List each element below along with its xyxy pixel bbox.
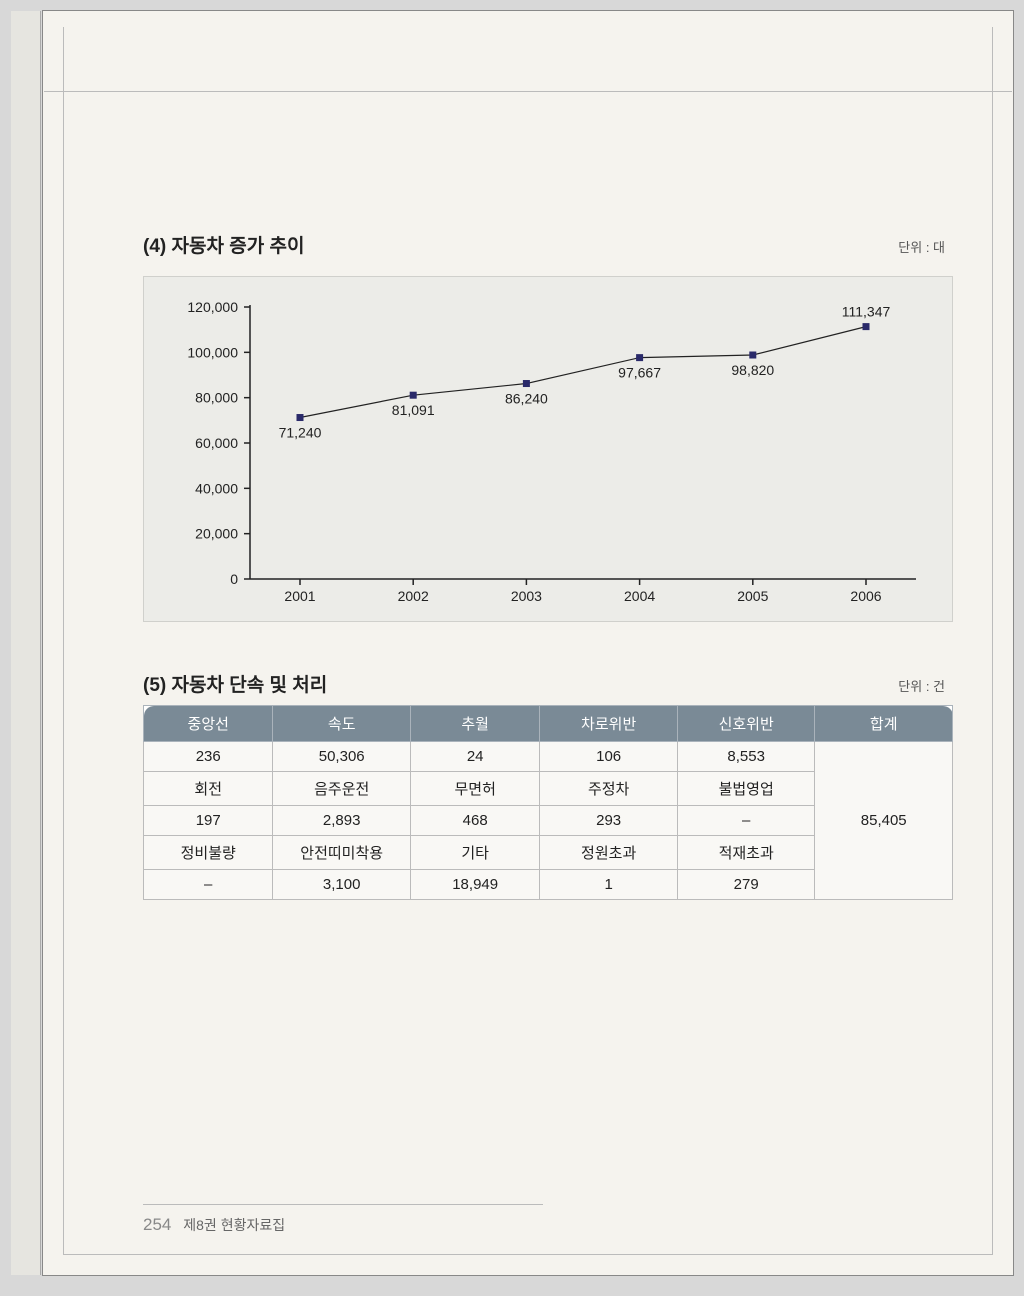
table-head: 중앙선속도추월차로위반신호위반합계 — [144, 706, 953, 742]
page-footer: 254 제8권 현황자료집 — [143, 1204, 543, 1235]
svg-text:120,000: 120,000 — [187, 299, 238, 315]
book-spine — [11, 11, 41, 1275]
chart-plot: 0 20,000 40,000 60,000 80,000 100,000 120,000 2… — [187, 299, 916, 604]
table-title: (5) 자동차 단속 및 처리 — [143, 670, 327, 697]
table-header-cell: 합계 — [815, 706, 953, 742]
svg-text:111,347: 111,347 — [842, 304, 891, 320]
table-cell: 안전띠미착용 — [273, 836, 411, 870]
page-number: 254 — [143, 1215, 171, 1234]
table-header-cell: 차로위반 — [540, 706, 678, 742]
table-header-row: 중앙선속도추월차로위반신호위반합계 — [144, 706, 953, 742]
svg-text:40,000: 40,000 — [195, 480, 238, 496]
svg-text:80,000: 80,000 — [195, 390, 238, 406]
table-cell: 2,893 — [273, 806, 411, 836]
svg-text:97,667: 97,667 — [618, 365, 661, 381]
table-cell: 236 — [144, 742, 273, 772]
table-header-cell: 속도 — [273, 706, 411, 742]
svg-text:98,820: 98,820 — [731, 362, 774, 378]
table-cell: 106 — [540, 742, 678, 772]
chart-title-row: (4) 자동차 증가 추이 단위 : 대 — [143, 231, 953, 258]
table-cell: 468 — [410, 806, 539, 836]
table-cell: 정비불량 — [144, 836, 273, 870]
svg-text:60,000: 60,000 — [195, 435, 238, 451]
table-cell: 기타 — [410, 836, 539, 870]
table-cell: – — [144, 870, 273, 900]
svg-text:2001: 2001 — [284, 588, 315, 604]
table-cell: 적재초과 — [677, 836, 815, 870]
svg-text:20,000: 20,000 — [195, 526, 238, 542]
table-cell: – — [677, 806, 815, 836]
chart-unit-label: 단위 : 대 — [898, 237, 953, 256]
table-cell: 50,306 — [273, 742, 411, 772]
svg-text:0: 0 — [230, 571, 238, 587]
svg-text:86,240: 86,240 — [505, 391, 548, 407]
table-cell: 음주운전 — [273, 772, 411, 806]
table-cell: 18,949 — [410, 870, 539, 900]
content-area: (4) 자동차 증가 추이 단위 : 대 0 20,000 40,000 60,000… — [43, 11, 1013, 900]
svg-text:71,240: 71,240 — [279, 425, 322, 441]
svg-text:100,000: 100,000 — [187, 344, 238, 360]
table-header-cell: 추월 — [410, 706, 539, 742]
table-cell: 1 — [540, 870, 678, 900]
table-body: 23650,306241068,55385,405회전음주운전무면허주정차불법영… — [144, 742, 953, 900]
table-title-row: (5) 자동차 단속 및 처리 단위 : 건 — [143, 670, 953, 697]
table-total-cell: 85,405 — [815, 742, 953, 900]
svg-text:81,091: 81,091 — [392, 402, 435, 418]
table-row: 23650,306241068,55385,405 — [144, 742, 953, 772]
table-cell: 197 — [144, 806, 273, 836]
chart-container: 0 20,000 40,000 60,000 80,000 100,000 120,000 2… — [143, 276, 953, 622]
table-header-cell: 중앙선 — [144, 706, 273, 742]
table-cell: 293 — [540, 806, 678, 836]
table-unit-label: 단위 : 건 — [898, 676, 953, 695]
book-title: 제8권 현황자료집 — [183, 1217, 285, 1233]
table-cell: 무면허 — [410, 772, 539, 806]
svg-text:2002: 2002 — [398, 588, 429, 604]
table-cell: 정원초과 — [540, 836, 678, 870]
table-cell: 주정차 — [540, 772, 678, 806]
data-table: 중앙선속도추월차로위반신호위반합계 23650,306241068,55385,… — [143, 705, 953, 900]
svg-text:2003: 2003 — [511, 588, 542, 604]
table-cell: 279 — [677, 870, 815, 900]
table-cell: 회전 — [144, 772, 273, 806]
svg-text:2004: 2004 — [624, 588, 655, 604]
svg-text:2006: 2006 — [850, 588, 881, 604]
table-cell: 8,553 — [677, 742, 815, 772]
table-cell: 3,100 — [273, 870, 411, 900]
table-cell: 불법영업 — [677, 772, 815, 806]
line-chart: 0 20,000 40,000 60,000 80,000 100,000 120,000 2… — [166, 297, 930, 607]
table-header-cell: 신호위반 — [677, 706, 815, 742]
svg-text:2005: 2005 — [737, 588, 768, 604]
page: (4) 자동차 증가 추이 단위 : 대 0 20,000 40,000 60,000… — [42, 10, 1014, 1276]
chart-title: (4) 자동차 증가 추이 — [143, 231, 304, 258]
table-cell: 24 — [410, 742, 539, 772]
